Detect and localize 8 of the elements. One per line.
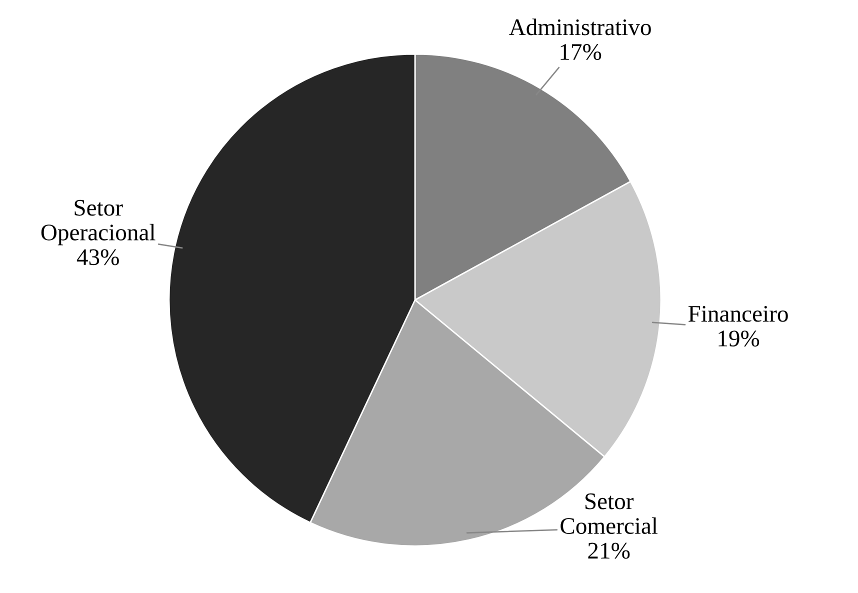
data-label: 19%: [718, 330, 760, 347]
data-label: 21%: [588, 542, 630, 559]
slice-label: Administrativo: [509, 18, 651, 36]
data-label: 17%: [560, 44, 602, 60]
slice-label: Setor Operacional: [41, 200, 156, 246]
data-label: 43%: [76, 249, 119, 266]
slice-label: Financeiro: [688, 306, 788, 322]
slice-label: Setor Comercial: [560, 493, 658, 534]
